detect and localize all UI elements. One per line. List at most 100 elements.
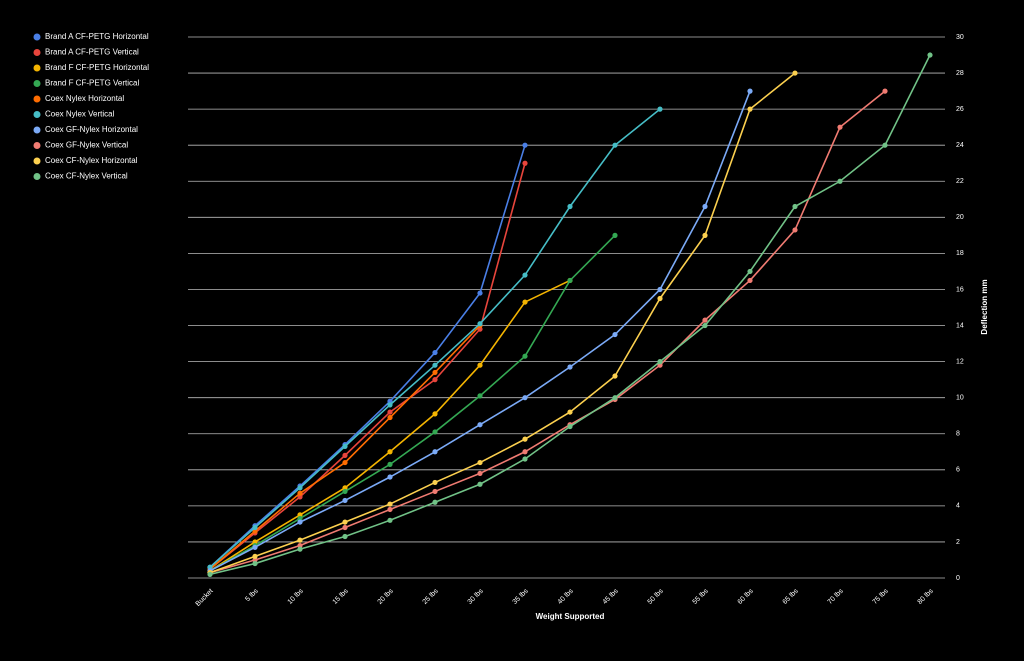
point: [297, 515, 303, 522]
point: [702, 232, 708, 238]
legend-swatch: [33, 173, 41, 180]
point: [567, 409, 573, 415]
point: [387, 461, 393, 467]
y-tick-label: 16: [956, 286, 964, 293]
point: [342, 452, 348, 458]
point: [612, 373, 618, 379]
point: [342, 497, 348, 504]
y-tick-label: 12: [956, 358, 964, 365]
point: [432, 499, 438, 505]
point: [522, 142, 528, 148]
point: [927, 52, 933, 58]
point: [657, 359, 663, 365]
point: [612, 142, 618, 148]
y-axis-title: Deflection mm: [980, 279, 989, 334]
y-tick-label: 2: [956, 539, 960, 546]
legend-label: Coex GF-Nylex Horizontal: [45, 125, 138, 134]
point: [567, 277, 573, 284]
point: [297, 519, 303, 525]
series-line: [209, 90, 886, 574]
point: [207, 564, 213, 570]
point: [657, 286, 663, 293]
point: [657, 295, 663, 302]
point: [252, 524, 258, 531]
point: [252, 553, 258, 559]
point: [342, 485, 348, 491]
point: [657, 362, 663, 368]
point: [522, 436, 528, 442]
legend-swatch: [33, 33, 41, 41]
point: [387, 506, 393, 513]
legend-swatch: [33, 126, 41, 134]
point: [792, 203, 798, 210]
legend-label: Brand F CF-PETG Horizontal: [45, 63, 149, 72]
point: [612, 232, 618, 238]
point: [747, 106, 753, 112]
point: [567, 364, 573, 370]
point: [252, 539, 258, 545]
point: [477, 362, 483, 368]
point: [342, 533, 348, 540]
legend-swatch: [33, 49, 41, 56]
point: [387, 402, 393, 408]
point: [747, 277, 753, 284]
legend-label: Brand A CF-PETG Horizontal: [45, 32, 149, 41]
point: [522, 456, 528, 462]
point: [522, 449, 528, 455]
point: [792, 70, 798, 76]
point: [207, 571, 213, 577]
point: [297, 546, 303, 552]
y-tick-label: 24: [956, 142, 964, 149]
x-axis-title: Weight Supported: [536, 612, 605, 621]
y-tick-label: 10: [956, 395, 964, 402]
point: [297, 512, 303, 518]
point: [297, 542, 303, 549]
point: [477, 321, 483, 327]
point: [837, 124, 843, 130]
point: [702, 322, 708, 329]
y-tick-label: 4: [956, 503, 960, 510]
point: [387, 449, 393, 455]
point: [387, 409, 393, 415]
point: [432, 479, 438, 486]
series-line: [209, 144, 526, 568]
point: [477, 459, 483, 466]
point: [432, 362, 438, 368]
y-tick-label: 6: [956, 467, 960, 474]
legend-swatch: [33, 95, 41, 103]
legend-label: Brand F CF-PETG Vertical: [45, 79, 139, 88]
point: [432, 349, 438, 356]
point: [477, 393, 483, 399]
legend-label: Coex Nylex Horizontal: [45, 94, 124, 103]
y-tick-label: 8: [956, 431, 960, 438]
point: [702, 317, 708, 323]
point: [432, 488, 438, 495]
point: [432, 449, 438, 455]
point: [567, 423, 573, 430]
point: [477, 481, 483, 487]
series-line: [209, 234, 616, 572]
point: [522, 272, 528, 278]
point: [432, 369, 438, 376]
point: [297, 485, 303, 491]
point: [387, 474, 393, 480]
legend-label: Coex Nylex Vertical: [45, 110, 115, 119]
legend-label: Coex GF-Nylex Vertical: [45, 141, 128, 150]
point: [297, 490, 303, 496]
point: [702, 203, 708, 210]
point: [837, 178, 843, 184]
point: [522, 353, 528, 359]
point: [882, 142, 888, 148]
point: [387, 398, 393, 404]
point: [387, 517, 393, 523]
point: [747, 268, 753, 275]
point: [342, 488, 348, 495]
series-line: [209, 72, 796, 574]
point: [252, 544, 258, 550]
y-tick-label: 26: [956, 106, 964, 113]
point: [477, 290, 483, 296]
point: [297, 537, 303, 543]
point: [432, 411, 438, 417]
y-tick-label: 28: [956, 70, 964, 77]
